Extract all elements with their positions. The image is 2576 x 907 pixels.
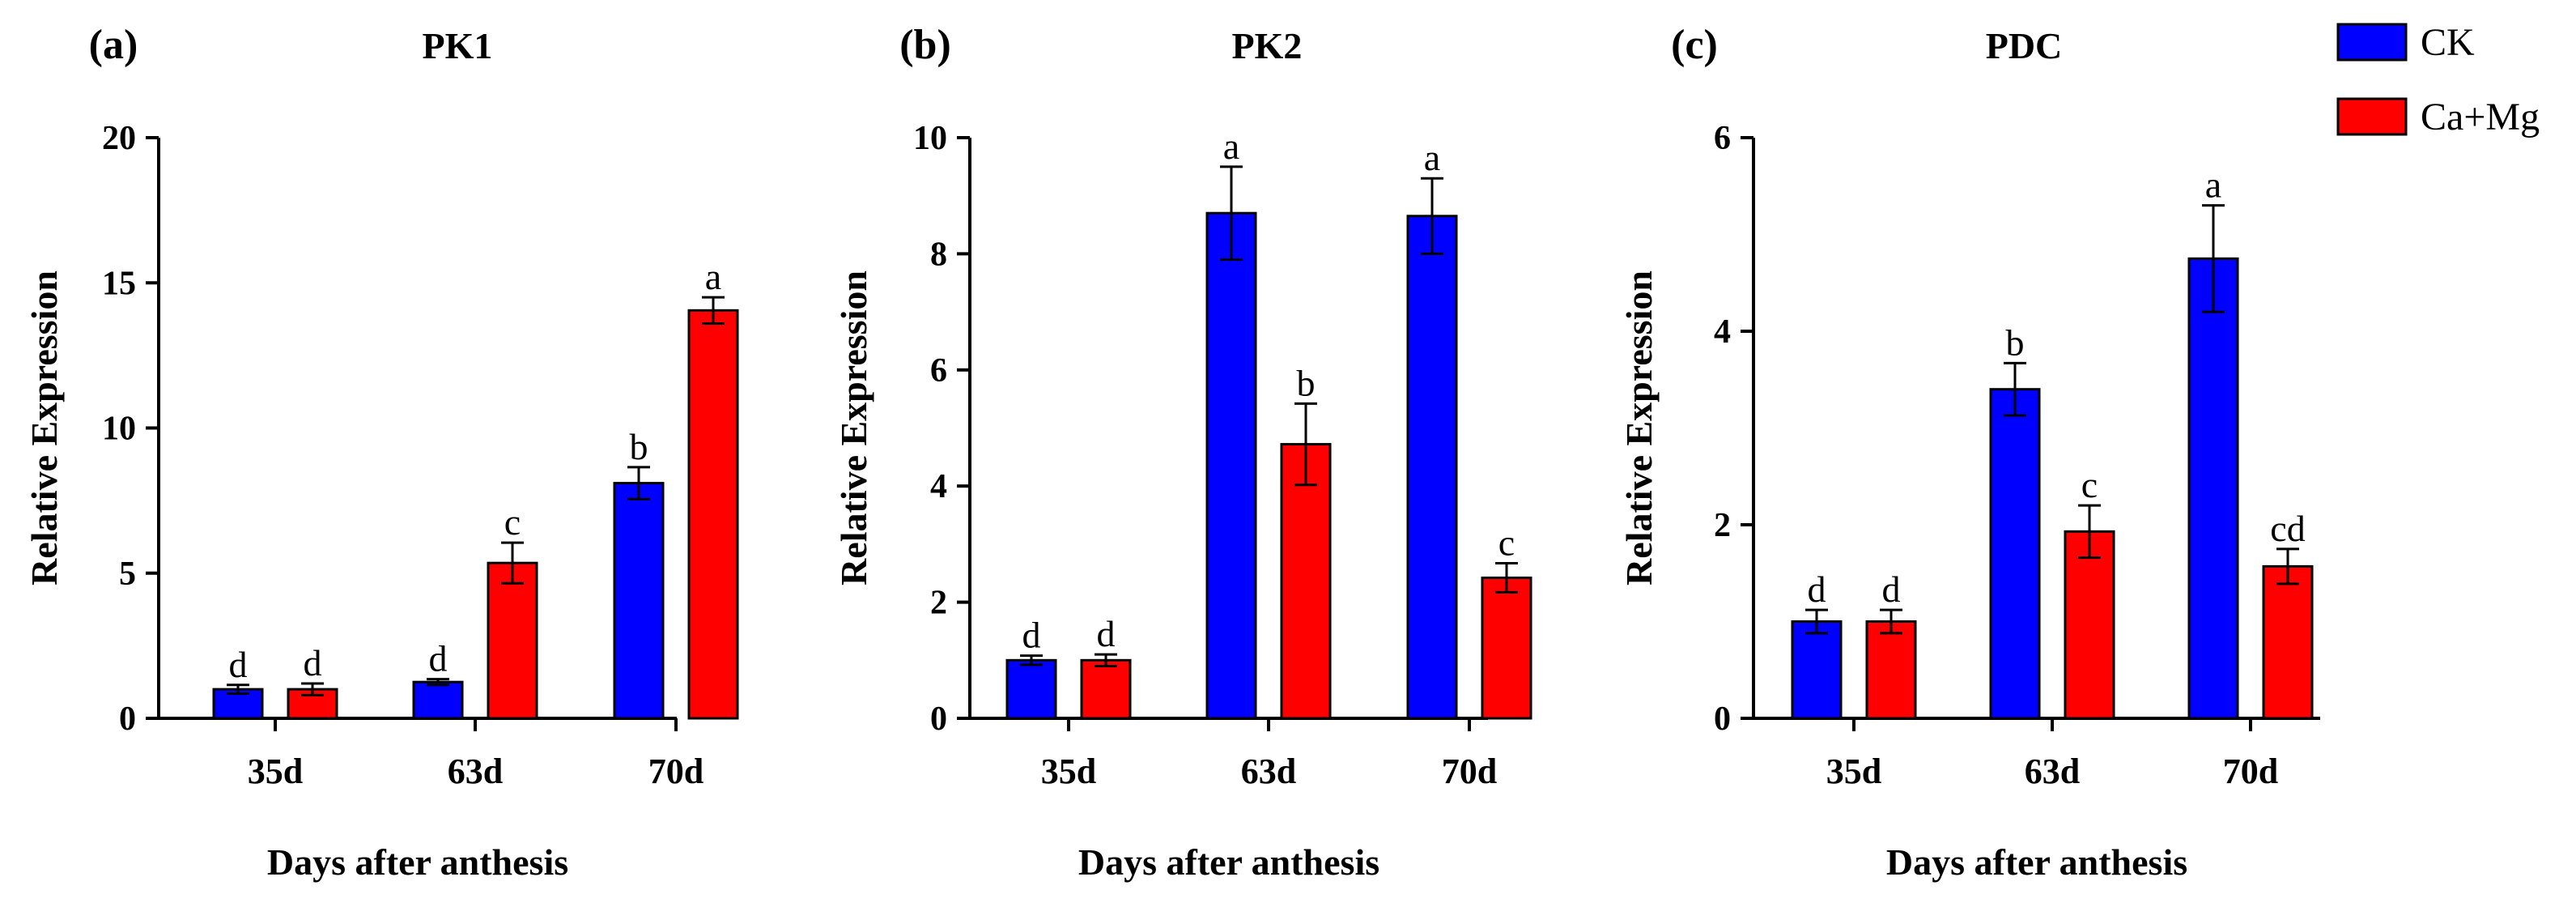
x-tick-label: 35d — [1041, 752, 1096, 791]
significance-letter: cd — [2270, 508, 2305, 549]
y-axis-label: Relative Expression — [833, 270, 874, 586]
chart-title: PK2 — [1232, 25, 1303, 66]
y-tick-label: 10 — [913, 120, 947, 157]
x-tick-label: 63d — [2025, 752, 2080, 791]
chart-title: PK1 — [423, 25, 493, 66]
bar-ck-70d — [2187, 257, 2239, 720]
y-tick-label: 6 — [930, 352, 947, 390]
bar-ck-35d — [1005, 658, 1057, 720]
bar-ca-mg-63d — [487, 561, 538, 720]
significance-letter: c — [2081, 464, 2098, 505]
y-tick-label: 10 — [102, 411, 136, 448]
x-axis-label: Days after anthesis — [1886, 841, 2187, 883]
significance-letter: d — [1097, 613, 1116, 654]
y-tick-label: 5 — [119, 556, 136, 593]
y-tick-label: 0 — [119, 700, 136, 738]
y-tick-label: 4 — [1714, 313, 1731, 351]
legend-item-ck: CK — [2336, 21, 2475, 64]
chart-title: PDC — [1986, 25, 2063, 66]
significance-letter: c — [504, 501, 521, 543]
y-tick-label: 20 — [102, 120, 136, 157]
bar-ck-70d — [613, 482, 665, 720]
panel-letter: (b) — [899, 22, 951, 68]
y-tick-label: 15 — [102, 265, 136, 302]
significance-letter: b — [2006, 321, 2025, 363]
bar-ca-mg-70d — [1481, 576, 1532, 720]
y-axis-label: Relative Expression — [1618, 270, 1660, 586]
significance-letter: d — [429, 638, 448, 679]
legend-item-ca-mg: Ca+Mg — [2336, 96, 2540, 138]
significance-letter: d — [1882, 568, 1901, 610]
bar-ck-63d — [1205, 211, 1257, 720]
y-axis-label: Relative Expression — [23, 270, 65, 586]
legend-label-ca-mg: Ca+Mg — [2421, 96, 2540, 138]
x-tick-label: 63d — [1241, 752, 1296, 791]
legend: CK Ca+Mg — [2336, 21, 2540, 138]
x-tick-label: 35d — [1826, 752, 1881, 791]
x-axis-label: Days after anthesis — [1078, 841, 1379, 883]
bar-ck-63d — [412, 680, 464, 720]
panel-letter: (a) — [89, 22, 138, 68]
bar-ca-mg-35d — [1080, 658, 1132, 720]
significance-letter: a — [2205, 164, 2221, 206]
legend-swatch-ca-mg — [2336, 97, 2408, 136]
bar-ca-mg-70d — [687, 309, 739, 720]
x-tick-label: 70d — [648, 752, 704, 791]
significance-letter: c — [1498, 522, 1515, 564]
legend-swatch-ck — [2336, 23, 2408, 62]
y-tick-label: 0 — [1714, 700, 1731, 738]
significance-letter: a — [1223, 126, 1239, 167]
x-tick-label: 63d — [448, 752, 503, 791]
y-tick-label: 8 — [930, 236, 947, 273]
legend-label-ck: CK — [2421, 21, 2475, 64]
significance-letter: d — [229, 644, 248, 685]
bar-ca-mg-63d — [2064, 530, 2115, 720]
x-tick-label: 70d — [1442, 752, 1497, 791]
significance-letter: d — [1808, 568, 1826, 610]
panel-letter: (c) — [1671, 22, 1718, 68]
significance-letter: b — [630, 426, 648, 467]
y-tick-label: 6 — [1714, 120, 1731, 157]
x-axis-label: Days after anthesis — [267, 841, 568, 883]
significance-letter: d — [1022, 615, 1041, 656]
bar-ck-70d — [1406, 215, 1458, 720]
significance-letter: d — [304, 642, 322, 683]
chart-panel-2: (b) PK2 Relative Expression 0 2 4 6 8 10 35d d d 63d… — [833, 22, 1532, 883]
significance-letter: a — [705, 256, 721, 297]
significance-letter: b — [1297, 362, 1316, 403]
x-tick-label: 70d — [2223, 752, 2278, 791]
bar-ck-63d — [1989, 388, 2041, 720]
y-tick-label: 2 — [1714, 507, 1731, 544]
y-tick-label: 0 — [930, 700, 947, 738]
significance-letter: a — [1424, 137, 1440, 178]
y-tick-label: 4 — [930, 468, 947, 505]
chart-panel-3: (c) PDC Relative Expression 0 2 4 6 35d d d 63d b c 7… — [1618, 22, 2320, 883]
bar-ck-35d — [1791, 620, 1843, 720]
y-tick-label: 2 — [930, 585, 947, 622]
bar-ca-mg-35d — [1865, 620, 1917, 720]
bar-ca-mg-70d — [2262, 564, 2314, 720]
chart-panel-1: (a) PK1 Relative Expression 0 5 10 15 20 35d d d 63… — [23, 22, 739, 883]
x-tick-label: 35d — [248, 752, 303, 791]
bar-ca-mg-63d — [1280, 443, 1332, 720]
